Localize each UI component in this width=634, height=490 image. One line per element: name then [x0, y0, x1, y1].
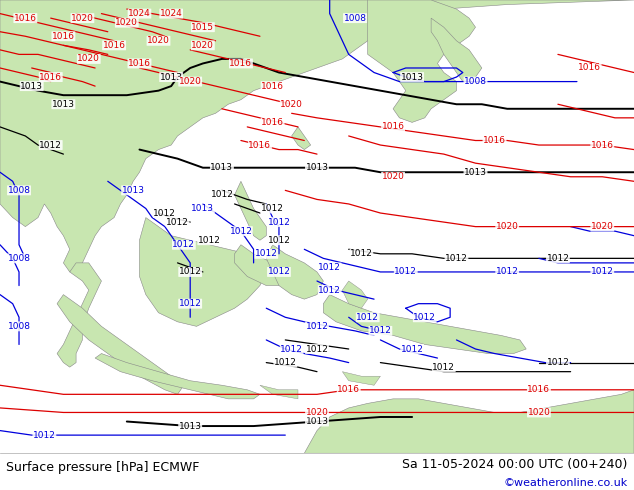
Text: 1016: 1016	[382, 122, 404, 131]
Text: 1012: 1012	[401, 344, 424, 353]
Text: 1020: 1020	[591, 222, 614, 231]
Text: 1020: 1020	[382, 172, 404, 181]
Text: 1016: 1016	[249, 141, 271, 149]
Text: 1012: 1012	[356, 313, 379, 322]
Text: 1012: 1012	[413, 313, 436, 322]
Polygon shape	[342, 371, 380, 385]
Text: 1012: 1012	[350, 249, 373, 258]
Text: 1012: 1012	[210, 191, 233, 199]
Polygon shape	[139, 218, 266, 326]
Text: 1013: 1013	[306, 417, 328, 426]
Text: 1008: 1008	[8, 254, 30, 263]
Text: 1020: 1020	[115, 18, 138, 27]
Polygon shape	[235, 181, 266, 240]
Text: 1012: 1012	[306, 322, 328, 331]
Text: 1012: 1012	[39, 141, 62, 149]
Polygon shape	[95, 354, 260, 399]
Text: 1012: 1012	[547, 254, 569, 263]
Text: 1008: 1008	[8, 186, 30, 195]
Text: 1020: 1020	[527, 408, 550, 417]
Text: 1012: 1012	[172, 240, 195, 249]
Text: 1012: 1012	[268, 218, 290, 226]
Polygon shape	[235, 245, 298, 286]
Text: 1012: 1012	[261, 204, 284, 213]
Text: 1016: 1016	[14, 14, 37, 23]
Text: 1012: 1012	[591, 268, 614, 276]
Polygon shape	[304, 390, 634, 453]
Text: 1012: 1012	[547, 358, 569, 367]
Text: 1012: 1012	[306, 344, 328, 353]
Text: ©weatheronline.co.uk: ©weatheronline.co.uk	[503, 478, 628, 488]
Text: 1012: 1012	[432, 363, 455, 371]
Text: 1013: 1013	[122, 186, 145, 195]
Text: 1013: 1013	[306, 163, 328, 172]
Text: 1012: 1012	[198, 236, 221, 245]
Polygon shape	[57, 294, 184, 394]
Text: 1013: 1013	[52, 100, 75, 109]
Text: 1012: 1012	[268, 236, 290, 245]
Text: 1016: 1016	[39, 73, 62, 81]
Text: 1012: 1012	[230, 227, 252, 236]
Text: 1024: 1024	[160, 9, 183, 18]
Polygon shape	[260, 385, 298, 399]
Text: 1012: 1012	[166, 218, 189, 226]
Text: 1013: 1013	[160, 73, 183, 81]
Text: 1012: 1012	[179, 299, 202, 308]
Text: Sa 11-05-2024 00:00 UTC (00+240): Sa 11-05-2024 00:00 UTC (00+240)	[403, 458, 628, 471]
Polygon shape	[266, 245, 323, 299]
Text: 1012: 1012	[255, 249, 278, 258]
Text: 1020: 1020	[280, 100, 303, 109]
Text: Surface pressure [hPa] ECMWF: Surface pressure [hPa] ECMWF	[6, 462, 200, 474]
Text: 1020: 1020	[71, 14, 94, 23]
Text: 1012: 1012	[496, 268, 519, 276]
Polygon shape	[323, 294, 526, 354]
Text: 1016: 1016	[261, 118, 284, 127]
Text: 1012: 1012	[318, 263, 341, 272]
Text: 1012: 1012	[274, 358, 297, 367]
Text: 1016: 1016	[527, 385, 550, 394]
Text: 1024: 1024	[128, 9, 151, 18]
Polygon shape	[292, 127, 311, 149]
Text: 1008: 1008	[464, 77, 487, 86]
Text: 1012: 1012	[280, 344, 303, 353]
Text: 1012: 1012	[268, 268, 290, 276]
Text: 1013: 1013	[20, 82, 43, 91]
Text: 1013: 1013	[191, 204, 214, 213]
Text: 1020: 1020	[306, 408, 328, 417]
Text: 1020: 1020	[191, 41, 214, 50]
Text: 1016: 1016	[103, 41, 126, 50]
Polygon shape	[0, 0, 634, 272]
Text: 1020: 1020	[496, 222, 519, 231]
Text: 1015: 1015	[191, 23, 214, 32]
Text: 1013: 1013	[401, 73, 424, 81]
Text: 1016: 1016	[578, 64, 601, 73]
Polygon shape	[57, 263, 101, 367]
Text: 1013: 1013	[179, 421, 202, 431]
Text: 1012: 1012	[394, 268, 417, 276]
Text: 1016: 1016	[128, 59, 151, 68]
Text: 1008: 1008	[344, 14, 366, 23]
Text: 1016: 1016	[230, 59, 252, 68]
Polygon shape	[431, 18, 482, 82]
Text: 1012: 1012	[33, 431, 56, 440]
Text: 1012: 1012	[153, 209, 176, 218]
Polygon shape	[342, 281, 368, 308]
Text: 1020: 1020	[147, 36, 170, 45]
Text: 1020: 1020	[77, 54, 100, 63]
Text: 1016: 1016	[261, 82, 284, 91]
Text: 1008: 1008	[8, 322, 30, 331]
Text: 1013: 1013	[464, 168, 487, 177]
Text: 1012: 1012	[369, 326, 392, 335]
Polygon shape	[368, 0, 476, 122]
Text: 1020: 1020	[179, 77, 202, 86]
Text: 1016: 1016	[337, 385, 360, 394]
Text: 1012: 1012	[445, 254, 468, 263]
Text: 1013: 1013	[210, 163, 233, 172]
Text: 1016: 1016	[483, 136, 506, 145]
Text: 1016: 1016	[591, 141, 614, 149]
Text: 1012: 1012	[179, 268, 202, 276]
Text: 1016: 1016	[52, 32, 75, 41]
Text: 1012: 1012	[318, 286, 341, 294]
